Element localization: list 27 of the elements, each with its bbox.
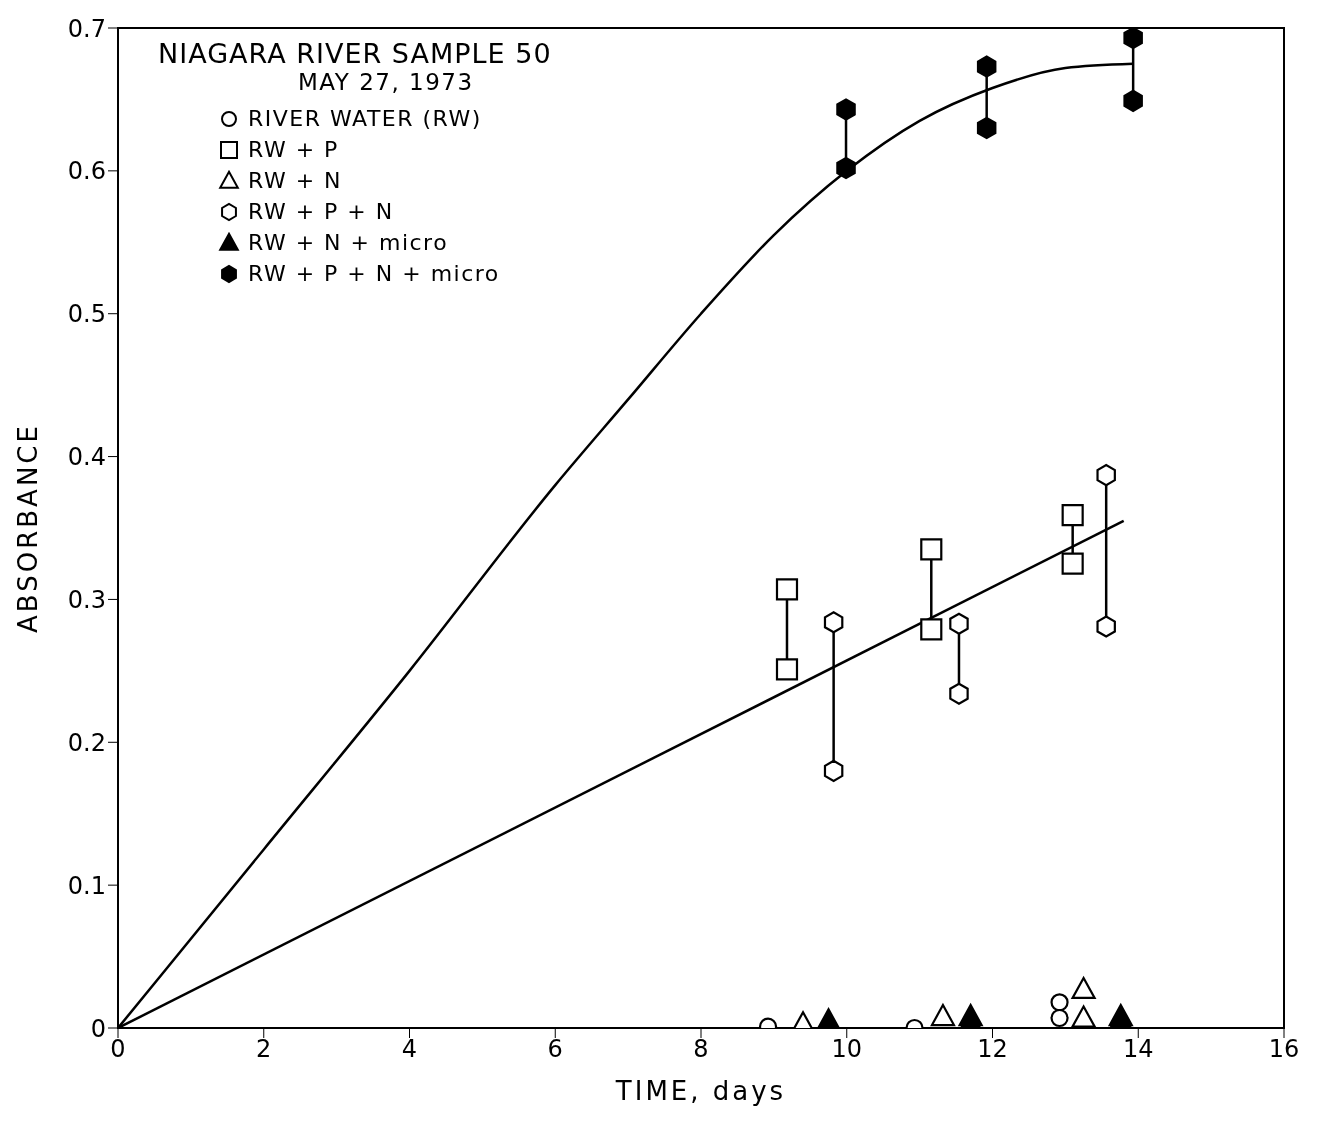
chart-title: NIAGARA RIVER SAMPLE 50 bbox=[158, 38, 552, 69]
y-tick-label: 0.1 bbox=[67, 871, 106, 900]
x-tick-label: 0 bbox=[110, 1035, 126, 1064]
x-tick-label: 8 bbox=[693, 1035, 709, 1064]
legend-label: RW + P + N bbox=[248, 199, 394, 224]
x-tick-label: 2 bbox=[256, 1035, 272, 1064]
legend-label: RW + N bbox=[248, 168, 343, 193]
x-tick-label: 4 bbox=[401, 1035, 418, 1064]
text: MAY 27, 1973 bbox=[298, 69, 475, 95]
y-tick-label: 0.5 bbox=[67, 300, 106, 329]
legend-label: RW + N + micro bbox=[248, 230, 449, 255]
x-tick-label: 16 bbox=[1268, 1035, 1300, 1064]
x-axis-title: TIME, days bbox=[614, 1076, 787, 1106]
y-tick-label: 0.6 bbox=[67, 157, 106, 186]
y-tick-label: 0.2 bbox=[67, 728, 106, 757]
legend-label: RW + P + N + micro bbox=[248, 261, 500, 286]
y-axis-title: ABSORBANCE bbox=[13, 423, 44, 633]
x-tick-label: 10 bbox=[831, 1035, 863, 1064]
x-tick-label: 12 bbox=[977, 1035, 1008, 1064]
y-tick-label: 0.7 bbox=[67, 14, 106, 43]
x-tick-label: 6 bbox=[547, 1035, 563, 1064]
y-tick-label: 0.4 bbox=[67, 443, 106, 472]
legend-label: RIVER WATER (RW) bbox=[248, 106, 482, 131]
y-tick-label: 0 bbox=[90, 1014, 106, 1043]
legend-label: RW + P bbox=[248, 137, 339, 162]
x-tick-label: 14 bbox=[1122, 1035, 1154, 1064]
y-tick-label: 0.3 bbox=[67, 585, 106, 614]
